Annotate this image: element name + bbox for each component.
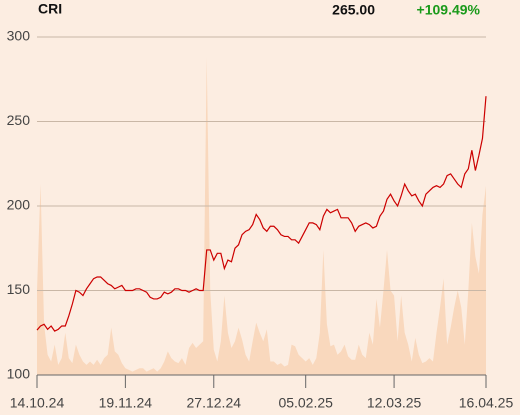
x-tick-label: 27.12.24 [187, 395, 242, 411]
y-tick-label: 300 [7, 28, 31, 44]
y-tick-label: 200 [7, 197, 31, 213]
y-tick-label: 250 [7, 112, 31, 128]
volume-area [37, 57, 486, 375]
last-price: 265.00 [332, 2, 375, 18]
symbol: CRI [38, 1, 62, 17]
price-change: +109.49% [417, 2, 481, 18]
x-tick-label: 05.02.25 [278, 395, 333, 411]
y-tick-label: 150 [7, 281, 31, 297]
x-tick-label: 12.03.25 [367, 395, 422, 411]
x-tick-label: 14.10.24 [10, 395, 65, 411]
price-line [36, 96, 487, 332]
x-tick-label: 16.04.25 [459, 395, 514, 411]
x-tick-label: 19.11.24 [99, 395, 153, 411]
y-tick-label: 100 [7, 366, 31, 382]
